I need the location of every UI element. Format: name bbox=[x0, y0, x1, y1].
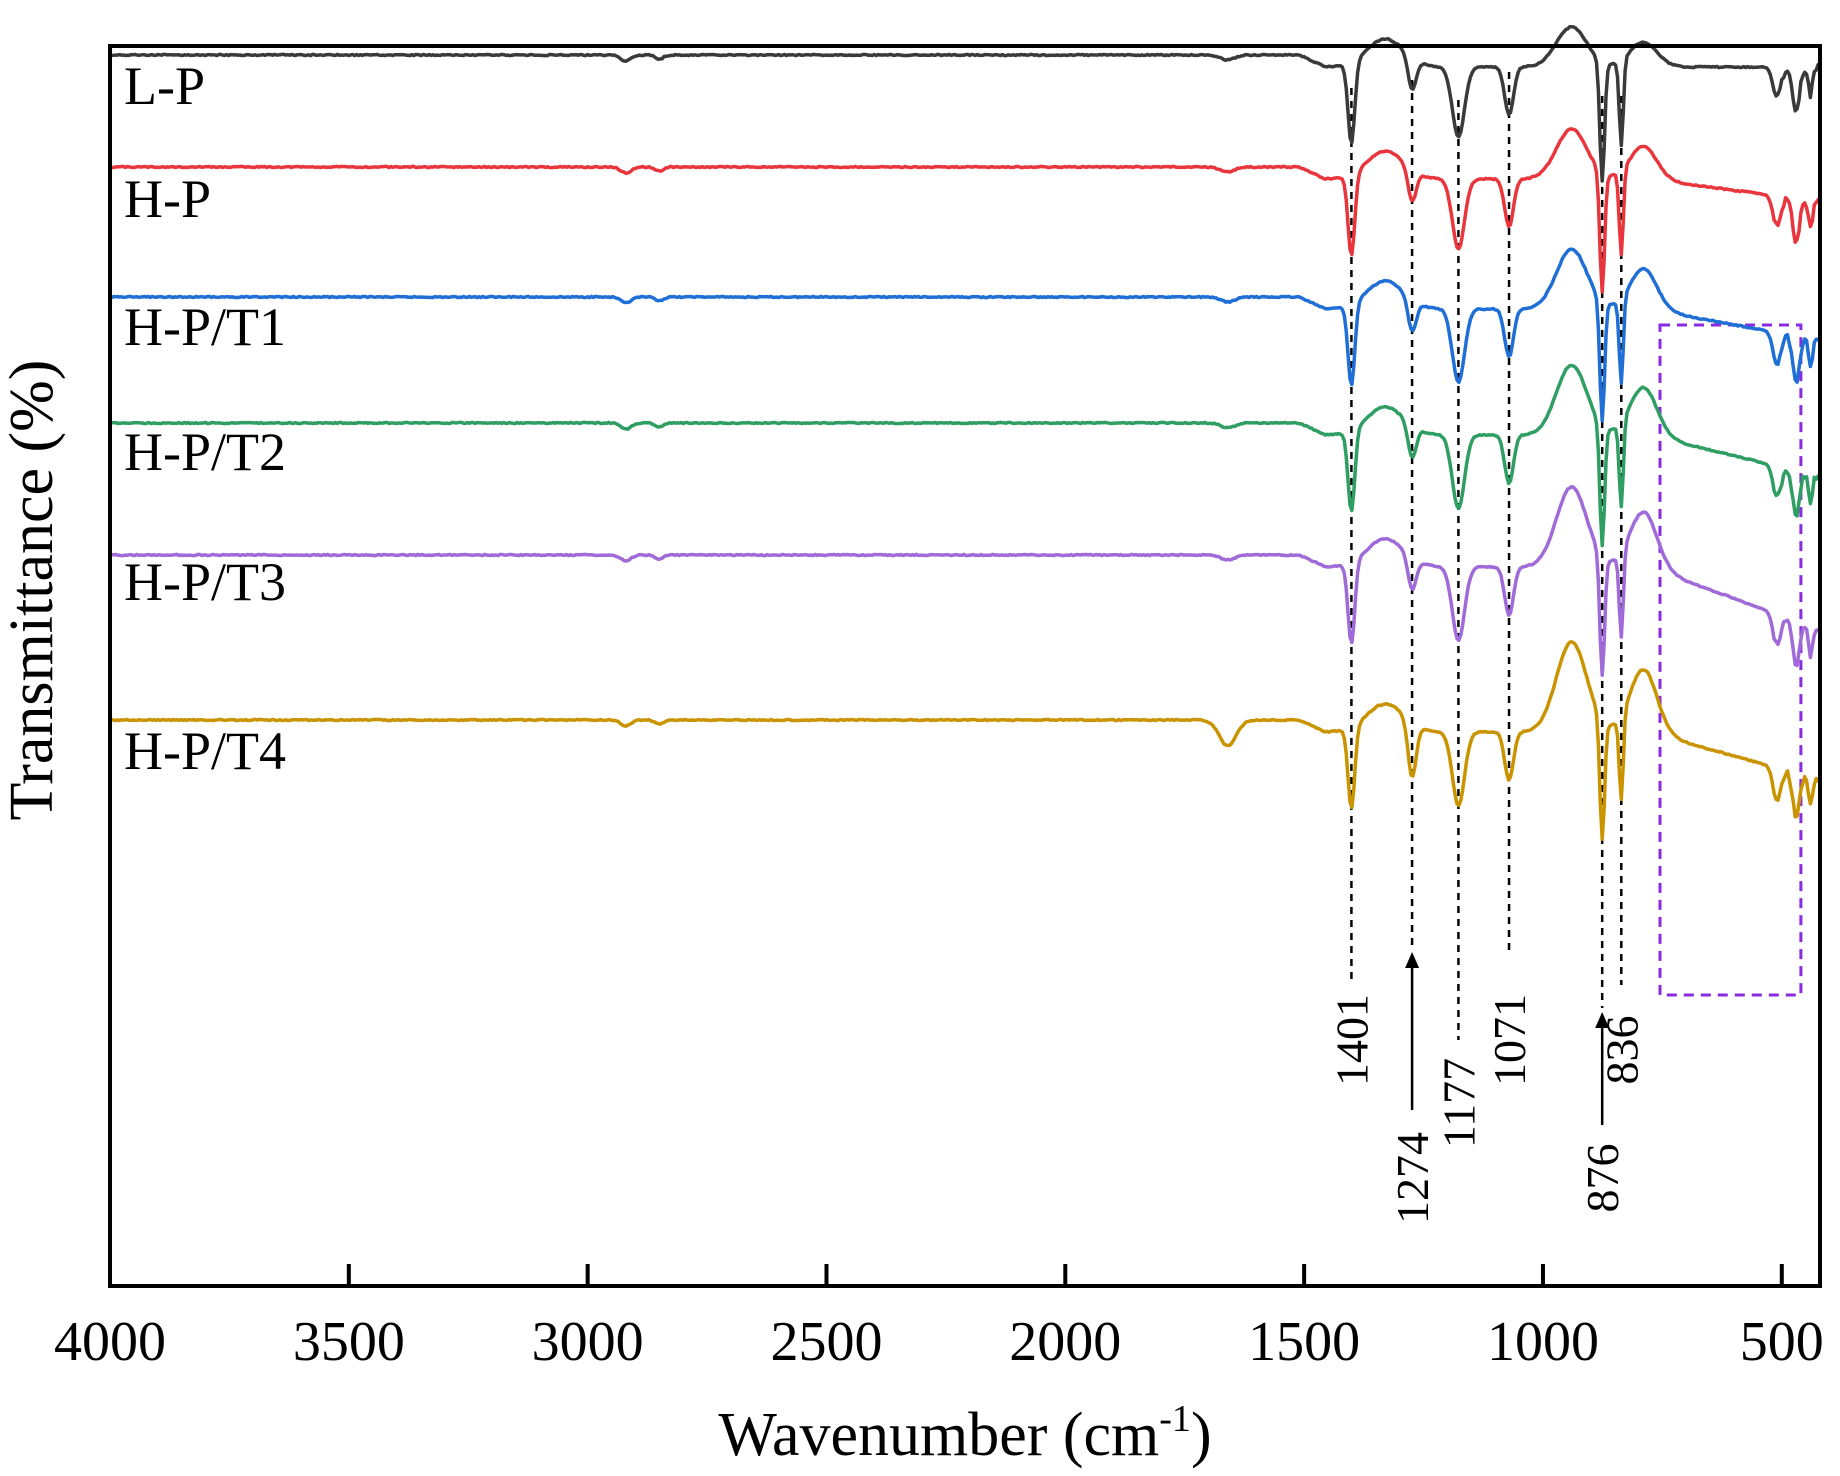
series-label-h-p: H-P bbox=[124, 169, 211, 229]
x-axis-title: Wavenumber (cm-1) bbox=[718, 1398, 1211, 1469]
peak-arrow-head-1274 bbox=[1405, 952, 1420, 968]
x-tick-label-3000: 3000 bbox=[532, 1311, 644, 1373]
series-label-h-p-t1: H-P/T1 bbox=[124, 297, 286, 357]
x-tick-label-4000: 4000 bbox=[54, 1311, 166, 1373]
series-line-h-p-t3 bbox=[109, 484, 1821, 678]
peak-label-876: 876 bbox=[1577, 1144, 1628, 1213]
series-line-h-p-t2 bbox=[109, 363, 1821, 548]
x-tick-label-1500: 1500 bbox=[1248, 1311, 1360, 1373]
peak-label-1071: 1071 bbox=[1484, 994, 1535, 1086]
x-tick-label-2500: 2500 bbox=[770, 1311, 882, 1373]
peak-label-1177: 1177 bbox=[1433, 1058, 1484, 1148]
series-line-h-p-t4 bbox=[109, 640, 1822, 841]
peak-label-1274: 1274 bbox=[1387, 1132, 1438, 1224]
series-line-h-p bbox=[110, 127, 1822, 294]
x-tick-label-500: 500 bbox=[1740, 1311, 1824, 1373]
x-tick-label-2000: 2000 bbox=[1009, 1311, 1121, 1373]
series-label-h-p-t4: H-P/T4 bbox=[124, 721, 286, 781]
peak-label-1401: 1401 bbox=[1326, 994, 1377, 1086]
peak-label-836: 836 bbox=[1596, 1016, 1647, 1085]
series-label-h-p-t2: H-P/T2 bbox=[124, 422, 286, 482]
series-label-h-p-t3: H-P/T3 bbox=[124, 552, 286, 612]
x-tick-label-3500: 3500 bbox=[293, 1311, 405, 1373]
plot-frame bbox=[108, 44, 1822, 1288]
peak-arrow-head-876 bbox=[1595, 1012, 1610, 1028]
series-line-l-p bbox=[109, 24, 1821, 183]
x-tick-label-1000: 1000 bbox=[1487, 1311, 1599, 1373]
series-line-h-p-t1 bbox=[109, 247, 1822, 423]
series-label-l-p: L-P bbox=[124, 56, 205, 116]
y-axis-title: Transmittance (%) bbox=[0, 360, 66, 821]
